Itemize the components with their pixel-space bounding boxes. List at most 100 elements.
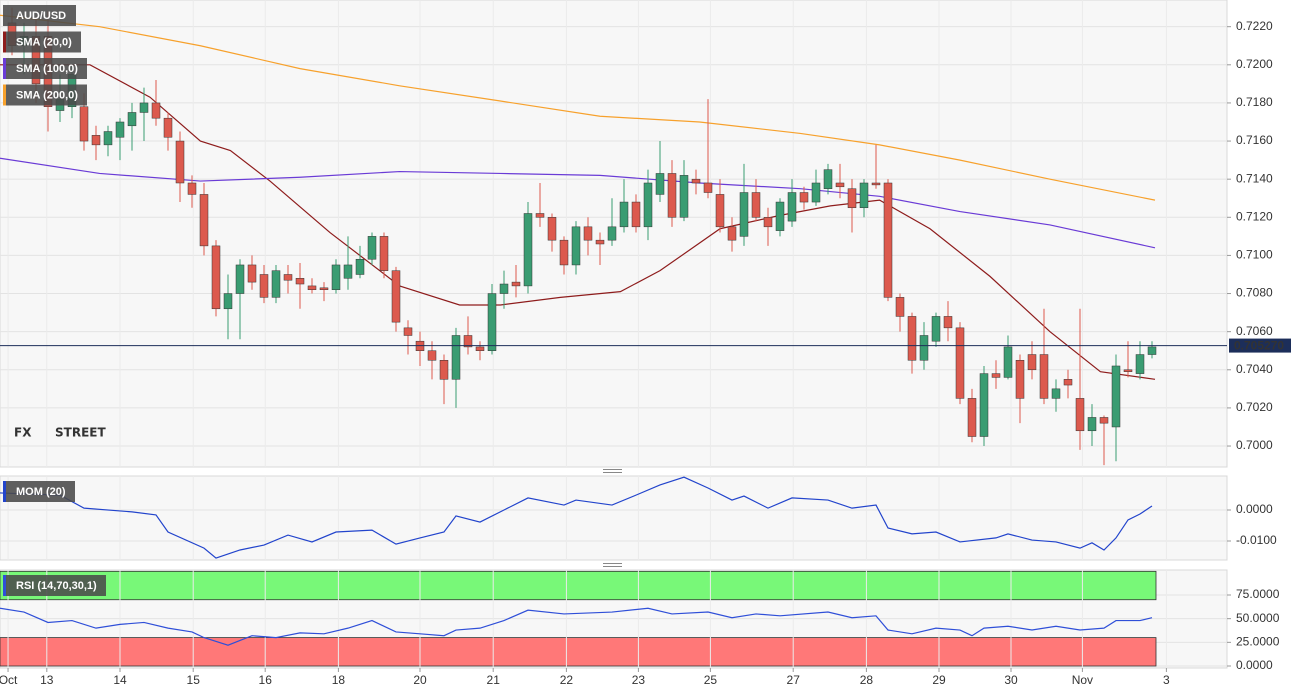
candle-body [1111, 365, 1121, 428]
candle-body [535, 213, 545, 218]
indicator-line [0, 64, 1156, 380]
legend-swatch [3, 58, 6, 79]
x-tick-label: 15 [187, 673, 201, 687]
x-tick-label: 23 [632, 673, 646, 687]
candle-body [679, 175, 689, 218]
legend-label: MOM (20) [16, 486, 66, 498]
legend-swatch [3, 84, 6, 106]
candle-body [1015, 360, 1025, 399]
label-layer: 0.7000 0.7020 0.7040 0.7060 0.7080 0.7100 0.71… [0, 5, 1291, 687]
candle-body [1099, 417, 1109, 424]
candle-body [1123, 369, 1133, 372]
candle-body [427, 350, 437, 361]
candle-body [799, 192, 809, 203]
candle-body [583, 226, 593, 241]
candle-body [151, 102, 161, 119]
candle-body [523, 213, 533, 287]
candle-body [1051, 388, 1061, 399]
last-price-label: 0.705270 [1234, 338, 1284, 352]
candle-body [391, 270, 401, 323]
candle-body [499, 283, 509, 294]
candle-body [631, 201, 641, 228]
legend-box [3, 58, 87, 79]
candle-body [115, 121, 125, 138]
candle-body [655, 173, 665, 195]
candle-body [871, 182, 881, 186]
x-tick-label: 22 [560, 673, 574, 687]
candle-body [787, 192, 797, 222]
legend-label: SMA (100,0) [16, 63, 78, 75]
watermark-fx: FX [14, 426, 32, 440]
candle-body [91, 135, 101, 146]
candle-body [403, 327, 413, 336]
candle-body [1039, 354, 1049, 399]
x-tick-label: 20 [413, 673, 427, 687]
x-tick-label: 14 [113, 673, 127, 687]
candle-body [727, 226, 737, 241]
candle-body [751, 192, 761, 218]
indicator-line [0, 607, 1153, 646]
candle-body [559, 239, 569, 266]
candle-body [331, 264, 341, 290]
candle-body [295, 278, 305, 285]
legend-swatch [3, 481, 6, 502]
candle-body [1135, 354, 1145, 374]
x-tick-label: 28 [860, 673, 874, 687]
indicator-line [0, 14, 1156, 201]
legend-box [3, 481, 75, 502]
legend-swatch [3, 575, 6, 596]
x-tick-label: 21 [487, 673, 501, 687]
candle-body [463, 335, 473, 348]
candle-body [715, 194, 725, 228]
legend-box [3, 31, 81, 53]
candle-body [199, 194, 209, 247]
x-tick-label: 16 [259, 673, 273, 687]
candle-body [739, 192, 749, 237]
candle-body [775, 201, 785, 231]
mark-layer [0, 7, 1227, 646]
candle-body [163, 117, 173, 138]
candle-body [835, 182, 845, 188]
candle-body [451, 335, 461, 380]
candle-body [1003, 346, 1013, 378]
y-tick-label: 0.7060 [1236, 324, 1273, 338]
candle-body [1027, 354, 1037, 371]
candle-body [127, 112, 137, 127]
x-tick-label: 3 [1163, 673, 1170, 687]
legend-label: AUD/USD [16, 10, 66, 22]
candle-body [1063, 379, 1073, 386]
candle-body [1087, 417, 1097, 432]
candle-body [919, 335, 929, 361]
candle-body [439, 360, 449, 380]
candle-body [883, 182, 893, 298]
band [0, 637, 1157, 667]
candle-body [955, 327, 965, 399]
y-tick-label: 0.7160 [1236, 133, 1273, 147]
candle-body [943, 316, 953, 329]
candle-body [283, 274, 293, 281]
candle-body [907, 316, 917, 361]
candle-body [619, 201, 629, 228]
candle-body [175, 140, 185, 184]
candle-body [571, 226, 581, 266]
candle-body [547, 217, 557, 241]
y-tick-label: 0.7140 [1236, 171, 1273, 185]
y-tick-label: -0.0100 [1236, 533, 1277, 547]
candle-body [247, 264, 257, 283]
panel-splitter [603, 469, 622, 567]
legend-box [3, 5, 76, 26]
candle-body [259, 274, 269, 298]
candle-body [487, 293, 497, 351]
candle-body [79, 106, 89, 142]
candle-body [991, 373, 1001, 378]
y-tick-label: 0.7000 [1236, 438, 1273, 452]
y-tick-label: 0.7200 [1236, 57, 1273, 71]
candle-body [211, 245, 221, 310]
y-tick-label: 0.7220 [1236, 19, 1273, 33]
x-tick-label: Oct [0, 673, 18, 687]
watermark-street: STREET [55, 426, 106, 440]
mom-panel [0, 475, 1228, 561]
candle-body [643, 182, 653, 228]
legend-label: RSI (14,70,30,1) [16, 580, 97, 592]
